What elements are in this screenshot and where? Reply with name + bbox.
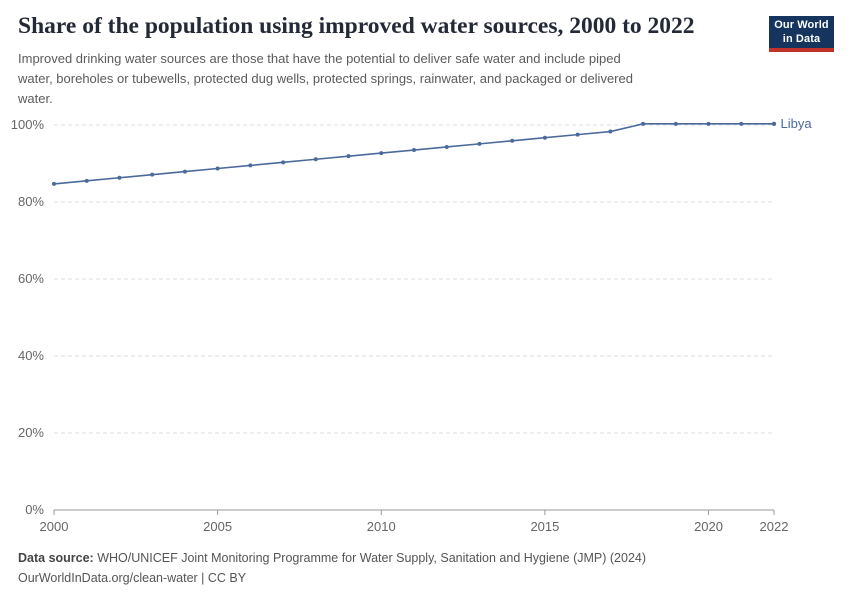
svg-text:Libya: Libya bbox=[781, 116, 813, 131]
svg-text:0%: 0% bbox=[25, 502, 44, 517]
svg-text:100%: 100% bbox=[11, 117, 45, 132]
svg-text:20%: 20% bbox=[18, 425, 44, 440]
svg-text:2010: 2010 bbox=[367, 519, 396, 534]
svg-text:40%: 40% bbox=[18, 348, 44, 363]
svg-text:2022: 2022 bbox=[760, 519, 789, 534]
svg-text:2020: 2020 bbox=[694, 519, 723, 534]
svg-text:80%: 80% bbox=[18, 194, 44, 209]
svg-text:2000: 2000 bbox=[40, 519, 69, 534]
svg-text:2005: 2005 bbox=[203, 519, 232, 534]
svg-text:60%: 60% bbox=[18, 271, 44, 286]
svg-text:2015: 2015 bbox=[530, 519, 559, 534]
